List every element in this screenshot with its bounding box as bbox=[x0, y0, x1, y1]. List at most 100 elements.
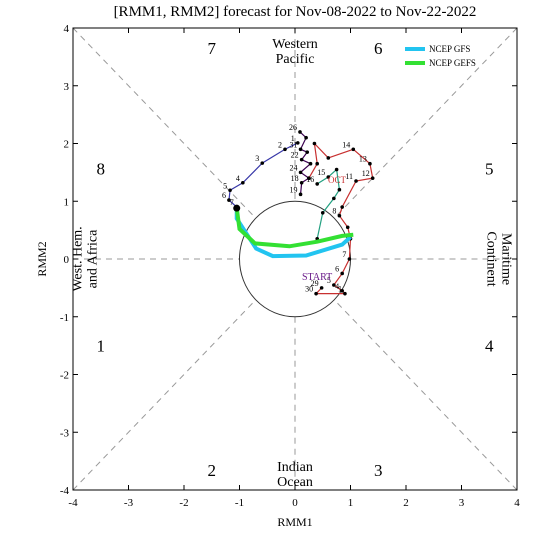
point-label: 6 bbox=[222, 191, 226, 200]
point bbox=[351, 147, 356, 152]
point-label: 22 bbox=[291, 151, 299, 160]
point bbox=[298, 147, 303, 152]
x-axis-label: RMM1 bbox=[277, 515, 312, 529]
point bbox=[299, 157, 304, 162]
point-label: 24 bbox=[290, 163, 298, 172]
point bbox=[326, 156, 331, 160]
point-label: 19 bbox=[290, 185, 298, 194]
point bbox=[332, 283, 336, 287]
x-tick-label: 1 bbox=[348, 497, 354, 509]
guide-line bbox=[72, 27, 257, 219]
annotation: START bbox=[302, 272, 332, 283]
region-label: and Africa bbox=[86, 229, 101, 288]
unit-circle bbox=[239, 200, 351, 318]
phase-number: 7 bbox=[208, 39, 217, 58]
point bbox=[370, 176, 375, 180]
point-label: 4 bbox=[335, 282, 339, 291]
legend-label: NCEP GEFS bbox=[429, 58, 476, 68]
point-label: 31 bbox=[290, 140, 298, 149]
chart-title: [RMM1, RMM2] forecast for Nov-08-2022 to… bbox=[114, 4, 477, 20]
point bbox=[337, 187, 342, 192]
point bbox=[315, 161, 320, 166]
x-tick-label: 3 bbox=[459, 497, 465, 509]
point-label: 18 bbox=[291, 174, 299, 183]
phase-number: 3 bbox=[374, 461, 383, 480]
phase-number: 1 bbox=[97, 337, 106, 356]
point bbox=[299, 180, 304, 185]
point-label: 29 bbox=[311, 279, 319, 288]
point-label: 3 bbox=[255, 154, 259, 163]
point bbox=[227, 198, 231, 202]
point bbox=[347, 257, 352, 261]
point-label: 11 bbox=[345, 172, 353, 181]
point bbox=[345, 225, 350, 230]
point bbox=[228, 188, 232, 193]
phase-number: 2 bbox=[208, 461, 217, 480]
start-point bbox=[233, 204, 241, 212]
point-label: 6 bbox=[335, 264, 339, 273]
point bbox=[320, 211, 325, 215]
y-tick-label: -4 bbox=[60, 485, 70, 497]
point-label: 5 bbox=[327, 276, 331, 285]
point-label: 5 bbox=[223, 181, 227, 190]
y-tick-label: -3 bbox=[60, 427, 70, 439]
series-line bbox=[299, 131, 312, 195]
point-label: 1 bbox=[338, 285, 342, 294]
y-tick-label: -1 bbox=[60, 312, 69, 324]
phase-number: 5 bbox=[485, 159, 494, 178]
region-label: Ocean bbox=[277, 475, 313, 490]
point bbox=[368, 161, 372, 166]
point-label: 15 bbox=[317, 168, 325, 177]
y-axis-label: RMM2 bbox=[35, 241, 49, 276]
y-tick-label: -2 bbox=[60, 370, 69, 382]
point bbox=[314, 291, 318, 296]
point bbox=[241, 180, 245, 185]
point-label: 7 bbox=[230, 198, 234, 207]
point-label: 13 bbox=[359, 155, 367, 164]
phase-number: 4 bbox=[485, 337, 494, 356]
y-tick-label: 3 bbox=[64, 81, 70, 93]
y-tick-label: 4 bbox=[64, 23, 70, 35]
annotation: OCT bbox=[328, 175, 347, 185]
point bbox=[307, 176, 311, 180]
region-label: Continent bbox=[484, 231, 499, 286]
point-label: 14 bbox=[342, 140, 350, 149]
point bbox=[295, 141, 300, 145]
x-tick-label: 0 bbox=[292, 497, 298, 509]
point bbox=[312, 141, 317, 146]
region-label: West. Hem. bbox=[71, 226, 86, 291]
x-tick-label: -3 bbox=[124, 497, 134, 509]
y-tick-label: 2 bbox=[64, 139, 70, 151]
point-label: 8 bbox=[332, 207, 336, 216]
point bbox=[332, 196, 336, 201]
point bbox=[337, 213, 342, 218]
region-label: Western bbox=[272, 37, 318, 52]
point bbox=[319, 286, 324, 290]
guide-line bbox=[333, 27, 518, 219]
guide-line bbox=[72, 299, 257, 491]
point bbox=[315, 182, 320, 186]
point-label: 7 bbox=[342, 250, 346, 259]
point-label: 16 bbox=[306, 175, 314, 184]
region-label: Maritime bbox=[499, 233, 514, 285]
x-tick-label: 2 bbox=[403, 497, 409, 509]
legend-label: NCEP GFS bbox=[429, 44, 470, 54]
phase-number: 6 bbox=[374, 39, 383, 58]
region-label: Indian bbox=[277, 460, 313, 475]
phase-number: 8 bbox=[97, 159, 106, 178]
x-tick-label: -2 bbox=[179, 497, 188, 509]
point-label: 26 bbox=[289, 123, 297, 132]
point bbox=[340, 288, 344, 293]
point bbox=[298, 170, 303, 175]
y-tick-label: 0 bbox=[64, 254, 70, 266]
point-label: 1 bbox=[291, 134, 295, 143]
x-tick-label: 4 bbox=[514, 497, 520, 509]
region-label: Pacific bbox=[276, 52, 315, 67]
point bbox=[308, 161, 313, 166]
x-tick-label: -4 bbox=[68, 497, 78, 509]
point bbox=[340, 205, 344, 209]
point bbox=[283, 147, 287, 152]
y-tick-label: 1 bbox=[64, 196, 70, 208]
